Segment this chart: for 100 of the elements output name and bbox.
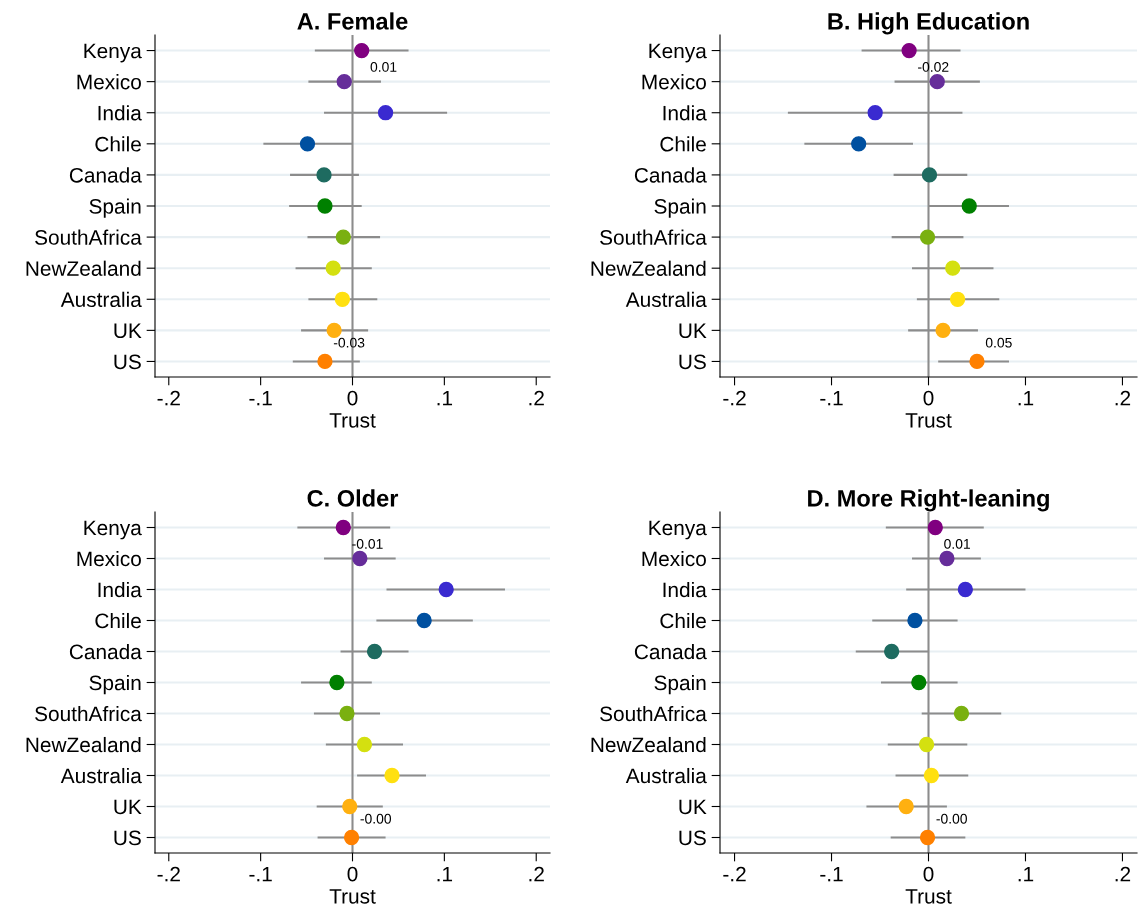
x-tick-label: -.2 bbox=[157, 866, 180, 882]
y-tick-label: Chile bbox=[660, 612, 706, 629]
point bbox=[438, 581, 454, 598]
data-label: 0.01 bbox=[944, 538, 970, 549]
x-tick-label: -.2 bbox=[157, 390, 180, 406]
data-label: 0.01 bbox=[370, 62, 397, 72]
y-tick-label: Australia bbox=[625, 291, 707, 308]
y-tick-label: SouthAfrica bbox=[35, 229, 142, 245]
y-tick-label: Kenya bbox=[649, 43, 707, 63]
data-label: -0.00 bbox=[360, 813, 392, 824]
point bbox=[884, 643, 900, 660]
point bbox=[911, 674, 927, 691]
y-tick-label: UK bbox=[114, 323, 142, 339]
data-label: 0.05 bbox=[985, 337, 1012, 348]
x-tick-label: 0 bbox=[923, 390, 934, 406]
point bbox=[336, 73, 352, 90]
point bbox=[354, 42, 370, 59]
point bbox=[335, 519, 351, 536]
point bbox=[935, 322, 951, 339]
point bbox=[851, 136, 867, 152]
y-tick-label: SouthAfrica bbox=[35, 705, 142, 722]
y-tick-label: SouthAfrica bbox=[600, 705, 707, 722]
y-tick-label: Chile bbox=[95, 136, 141, 152]
point bbox=[939, 550, 955, 567]
x-tick-label: .2 bbox=[529, 866, 544, 882]
chart-title: C. Older bbox=[307, 489, 399, 507]
point bbox=[918, 736, 935, 753]
y-tick-label: NewZealand bbox=[26, 260, 141, 276]
y-tick-label: Chile bbox=[660, 136, 706, 152]
x-tick-label: .1 bbox=[437, 390, 453, 406]
y-tick-label: Kenya bbox=[84, 520, 142, 540]
point bbox=[317, 198, 333, 214]
y-tick-label: NewZealand bbox=[591, 260, 706, 276]
data-label: -0.03 bbox=[333, 337, 365, 348]
y-tick-label: India bbox=[663, 105, 707, 121]
point bbox=[945, 260, 961, 276]
y-tick-label: UK bbox=[114, 799, 142, 815]
point bbox=[329, 674, 345, 691]
x-tick-label: .1 bbox=[1018, 866, 1034, 882]
x-axis-title: Trust bbox=[329, 413, 376, 428]
y-tick-label: US bbox=[114, 354, 141, 370]
y-tick-label: India bbox=[663, 581, 707, 598]
x-tick-label: .1 bbox=[1018, 390, 1034, 406]
y-tick-label: Mexico bbox=[77, 550, 141, 567]
y-tick-label: UK bbox=[679, 799, 707, 815]
x-tick-label: .2 bbox=[1115, 866, 1131, 882]
x-tick-label: -.1 bbox=[820, 390, 843, 406]
x-axis-title: Trust bbox=[329, 889, 376, 904]
point bbox=[961, 198, 977, 214]
point bbox=[923, 767, 940, 784]
point bbox=[377, 105, 394, 121]
y-tick-label: Spain bbox=[89, 198, 141, 218]
point bbox=[949, 291, 966, 307]
point bbox=[343, 829, 360, 846]
point bbox=[384, 767, 400, 784]
y-tick-label: Canada bbox=[69, 643, 142, 660]
y-tick-label: SouthAfrica bbox=[600, 229, 707, 245]
point bbox=[898, 798, 914, 815]
point bbox=[416, 612, 432, 629]
point bbox=[921, 167, 938, 183]
x-tick-label: .2 bbox=[529, 390, 544, 406]
chart-title: B. High Education bbox=[828, 12, 1029, 35]
y-tick-label: Spain bbox=[654, 198, 706, 218]
y-tick-label: Spain bbox=[89, 674, 141, 695]
y-tick-label: Kenya bbox=[84, 43, 142, 63]
y-tick-label: Australia bbox=[60, 291, 142, 308]
y-tick-label: Canada bbox=[69, 167, 142, 183]
point bbox=[339, 705, 355, 722]
x-tick-label: 0 bbox=[923, 866, 934, 882]
point bbox=[927, 519, 943, 536]
point bbox=[342, 798, 358, 815]
point bbox=[352, 550, 368, 567]
x-axis-title: Trust bbox=[905, 413, 952, 428]
y-tick-label: Kenya bbox=[649, 520, 707, 540]
point bbox=[901, 42, 917, 59]
y-tick-label: India bbox=[98, 581, 142, 598]
point bbox=[919, 229, 936, 245]
point bbox=[957, 581, 973, 598]
chart-title: D. More Right-leaning bbox=[808, 489, 1049, 512]
y-tick-label: US bbox=[114, 830, 141, 846]
y-tick-label: UK bbox=[679, 323, 707, 339]
x-tick-label: -.1 bbox=[249, 866, 272, 882]
point bbox=[334, 291, 351, 307]
data-label: -0.00 bbox=[936, 813, 967, 824]
x-axis-title: Trust bbox=[905, 889, 952, 904]
x-tick-label: -.2 bbox=[723, 390, 746, 406]
y-tick-label: Mexico bbox=[642, 74, 706, 90]
point bbox=[907, 612, 923, 629]
data-label: -0.01 bbox=[352, 538, 383, 549]
y-tick-label: Mexico bbox=[77, 74, 141, 90]
point bbox=[326, 322, 342, 339]
point bbox=[335, 229, 351, 245]
x-tick-label: -.1 bbox=[249, 390, 272, 406]
y-tick-label: US bbox=[679, 830, 706, 846]
point bbox=[867, 105, 883, 121]
point bbox=[929, 73, 945, 90]
x-tick-label: 0 bbox=[347, 866, 358, 882]
y-tick-label: Australia bbox=[60, 767, 142, 784]
point bbox=[316, 167, 332, 183]
point bbox=[953, 705, 970, 722]
